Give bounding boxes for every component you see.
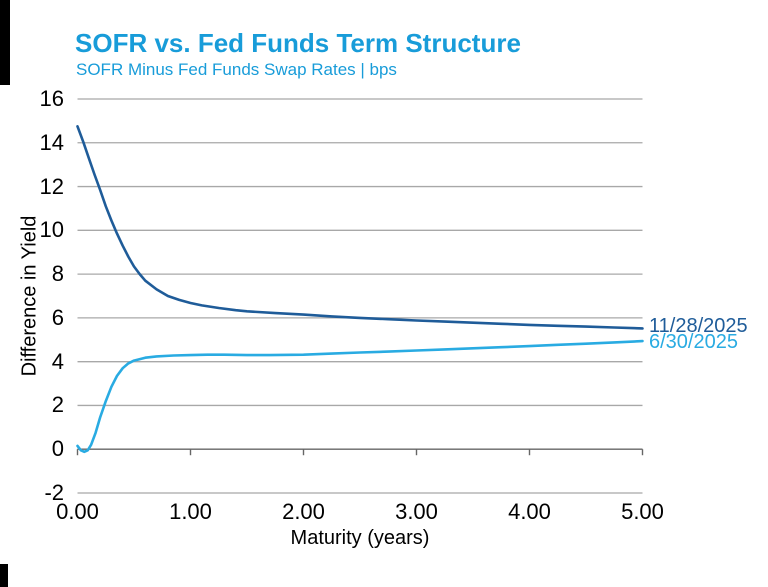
series-line-6-30-2025 [76, 339, 644, 454]
x-tick-label: 3.00 [395, 499, 438, 524]
y-tick-label: 6 [51, 304, 64, 330]
y-tick-label: 10 [39, 217, 64, 243]
y-tick-label: 14 [39, 129, 64, 155]
chart-title: SOFR vs. Fed Funds Term Structure [75, 28, 521, 58]
series-label-11-28-2025: 11/28/2025 [649, 315, 748, 338]
y-tick-label: 4 [51, 348, 64, 374]
chart-subtitle: SOFR Minus Fed Funds Swap Rates | bps [76, 60, 397, 79]
x-tick-label: 2.00 [282, 499, 325, 524]
y-axis-title: Difference in Yield [18, 215, 41, 377]
y-tick-label: 8 [51, 261, 64, 287]
y-tick-label: 0 [51, 436, 64, 462]
x-tick-label: 5.00 [621, 499, 664, 524]
y-tick-label: -2 [44, 480, 64, 505]
x-tick-label: 0.00 [56, 499, 99, 524]
y-tick-label: 16 [39, 86, 64, 111]
y-tick-label: 2 [51, 392, 64, 418]
series-label-6-30-2025: 6/30/2025 [649, 331, 738, 354]
bottom-left-black-accent [0, 564, 8, 587]
x-axis-title: Maturity (years) [290, 527, 430, 549]
x-tick-label: 1.00 [169, 499, 212, 524]
y-tick-label: 12 [39, 173, 64, 199]
x-tick-label: 4.00 [508, 499, 551, 524]
series-line-11-28-2025 [76, 125, 644, 330]
left-edge-black-accent [0, 0, 10, 85]
